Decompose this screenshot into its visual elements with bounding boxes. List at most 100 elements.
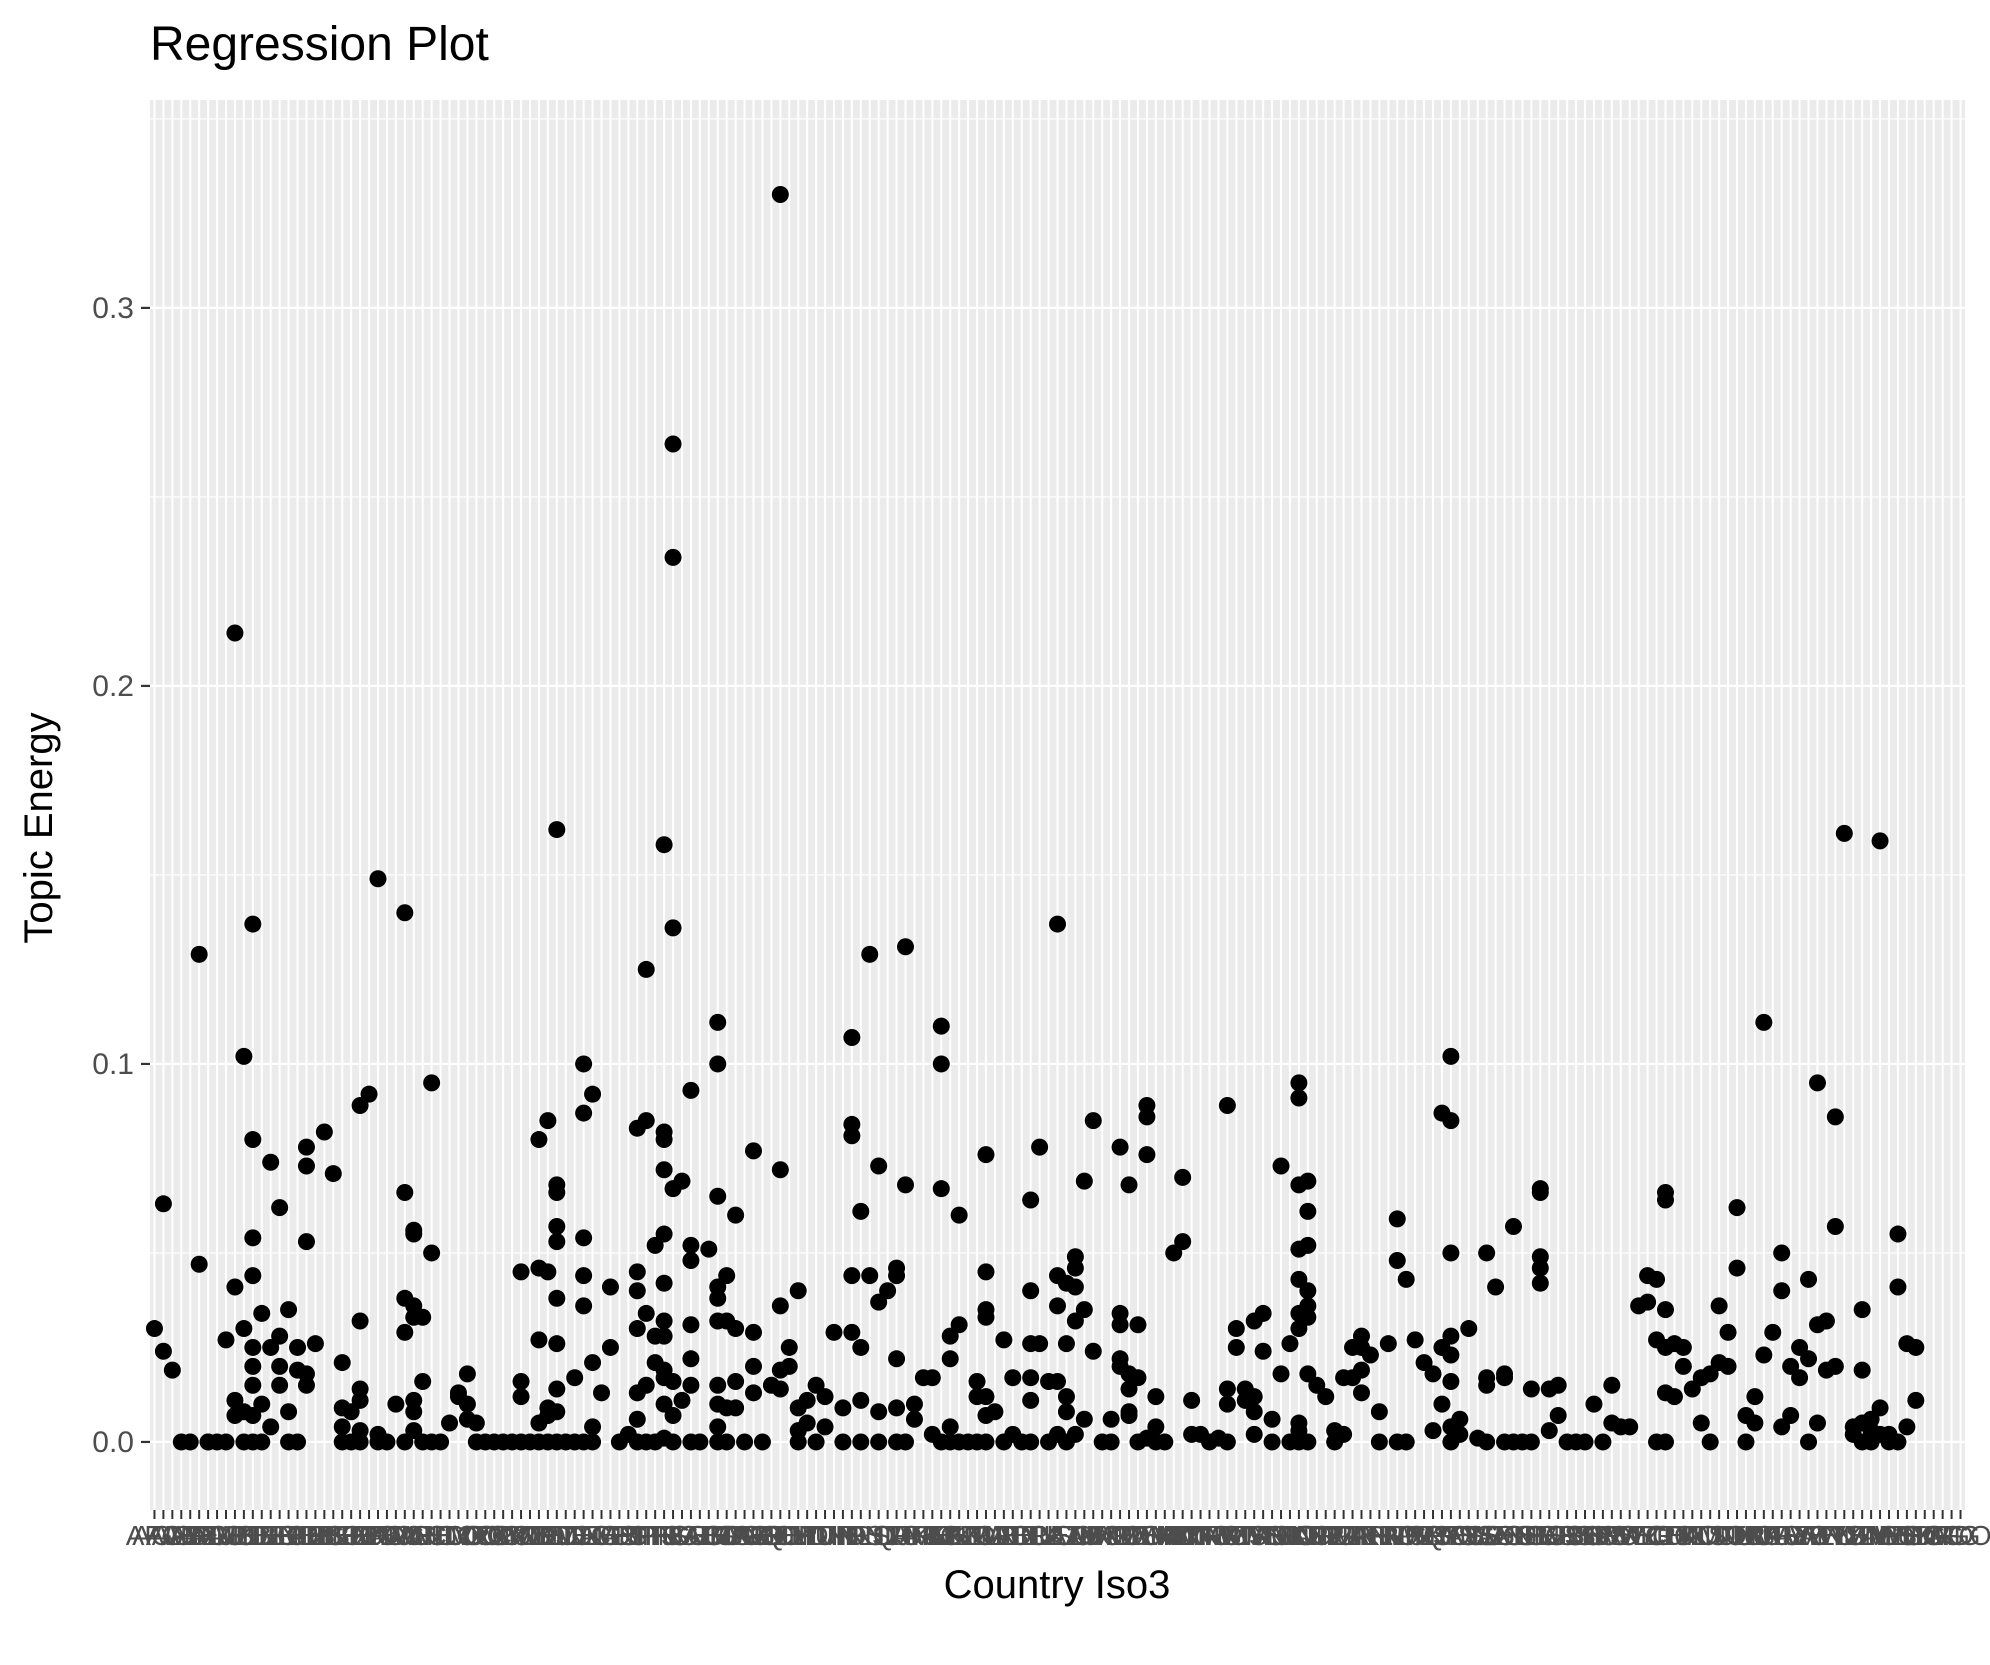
data-point xyxy=(637,1376,655,1394)
x-tick-label: AFG xyxy=(126,1520,184,1551)
data-point xyxy=(834,1399,852,1417)
data-point xyxy=(1370,1433,1388,1451)
x-tick-label: PRY xyxy=(1404,1520,1461,1551)
data-point xyxy=(1773,1418,1791,1436)
data-point xyxy=(655,1312,673,1330)
data-point xyxy=(1075,1301,1093,1319)
x-tick-label: SYR xyxy=(1619,1520,1677,1551)
data-point xyxy=(664,548,682,566)
data-point xyxy=(1522,1433,1540,1451)
x-tick-label: ARM xyxy=(177,1520,239,1551)
y-axis: 0.0 0.1 0.2 0.3 xyxy=(92,292,150,1459)
data-point xyxy=(548,1183,566,1201)
data-point xyxy=(897,1176,915,1194)
data-point xyxy=(718,1433,736,1451)
x-tick-label: BRN xyxy=(348,1520,407,1551)
data-point xyxy=(423,1244,441,1262)
data-point xyxy=(771,1380,789,1398)
data-point xyxy=(423,1074,441,1092)
data-point xyxy=(1049,1372,1066,1390)
data-point xyxy=(941,1418,959,1436)
x-tick-label: BFA xyxy=(253,1520,306,1551)
data-point xyxy=(467,1414,485,1432)
data-point xyxy=(655,1131,673,1149)
data-point xyxy=(825,1323,843,1341)
data-point xyxy=(1889,1225,1907,1243)
data-point xyxy=(628,1282,646,1300)
data-point xyxy=(253,1433,271,1451)
data-point xyxy=(932,1055,950,1073)
x-tick-label: STP xyxy=(1558,1520,1612,1551)
data-point xyxy=(1290,1074,1308,1092)
data-point xyxy=(1031,1335,1049,1353)
x-tick-label: PAN xyxy=(1334,1520,1390,1551)
data-point xyxy=(1442,1112,1460,1130)
x-tick-label: TUN xyxy=(1699,1520,1757,1551)
x-tick-label: BGR xyxy=(267,1520,328,1551)
data-point xyxy=(163,1361,181,1379)
x-tick-label: MDA xyxy=(1089,1520,1152,1551)
data-point xyxy=(1290,1270,1308,1288)
data-point xyxy=(709,1013,727,1031)
x-tick-label: BLZ xyxy=(317,1520,368,1551)
x-tick-label: IRN xyxy=(837,1520,885,1551)
data-point xyxy=(190,1255,208,1273)
data-point xyxy=(226,1278,244,1296)
chart-title: Regression Plot xyxy=(150,18,489,71)
data-point xyxy=(1442,1372,1460,1390)
data-point xyxy=(154,1195,172,1213)
data-point xyxy=(1245,1403,1263,1421)
x-tick-label: SDN xyxy=(1466,1520,1525,1551)
data-point xyxy=(1388,1252,1406,1270)
data-point xyxy=(1692,1414,1710,1432)
data-point xyxy=(1808,1414,1826,1432)
x-tick-label: SLE xyxy=(1505,1520,1558,1551)
data-point xyxy=(1308,1376,1326,1394)
x-tick-label: IND xyxy=(819,1520,867,1551)
x-tick-label: ATG xyxy=(189,1520,244,1551)
data-point xyxy=(1066,1278,1084,1296)
x-tick-label: PHL xyxy=(1352,1520,1406,1551)
data-point xyxy=(727,1320,745,1338)
data-point xyxy=(253,1304,271,1322)
data-point xyxy=(628,1410,646,1428)
data-point xyxy=(584,1085,602,1103)
x-tick-label: BHS xyxy=(287,1520,345,1551)
data-point xyxy=(1835,824,1853,842)
data-point xyxy=(1424,1365,1442,1383)
data-point xyxy=(888,1399,906,1417)
data-point xyxy=(297,1157,315,1175)
data-point xyxy=(297,1376,315,1394)
data-point xyxy=(664,1406,682,1424)
x-tick-label: ZAF xyxy=(1845,1520,1898,1551)
data-point xyxy=(664,919,682,937)
x-tick-label: BWA xyxy=(364,1520,427,1551)
data-point xyxy=(798,1414,816,1432)
x-tick-label: MCO xyxy=(1078,1520,1143,1551)
data-point xyxy=(1165,1244,1183,1262)
data-point xyxy=(1442,1327,1460,1345)
data-point xyxy=(977,1433,995,1451)
x-tick-label: MUS xyxy=(1205,1520,1267,1551)
x-tick-label: CYP xyxy=(501,1520,559,1551)
x-tick-label: HND xyxy=(768,1520,829,1551)
x-tick-label: KAZ xyxy=(905,1520,959,1551)
data-point xyxy=(458,1395,476,1413)
data-point xyxy=(512,1263,530,1281)
x-tick-label: AZE xyxy=(217,1520,271,1551)
data-point xyxy=(1540,1422,1558,1440)
data-point xyxy=(1737,1433,1755,1451)
data-point xyxy=(333,1418,351,1436)
data-point xyxy=(977,1263,995,1281)
x-tick-label: KGZ xyxy=(921,1520,979,1551)
data-point xyxy=(1576,1433,1594,1451)
data-points xyxy=(145,186,1925,1451)
x-tick-label: WSM xyxy=(1819,1520,1887,1551)
data-point xyxy=(1853,1301,1871,1319)
data-point xyxy=(1478,1244,1496,1262)
x-tick-label: MRT xyxy=(1197,1520,1257,1551)
data-point xyxy=(753,1433,771,1451)
data-point xyxy=(709,1418,727,1436)
data-point xyxy=(217,1331,235,1349)
data-point xyxy=(1791,1369,1809,1387)
